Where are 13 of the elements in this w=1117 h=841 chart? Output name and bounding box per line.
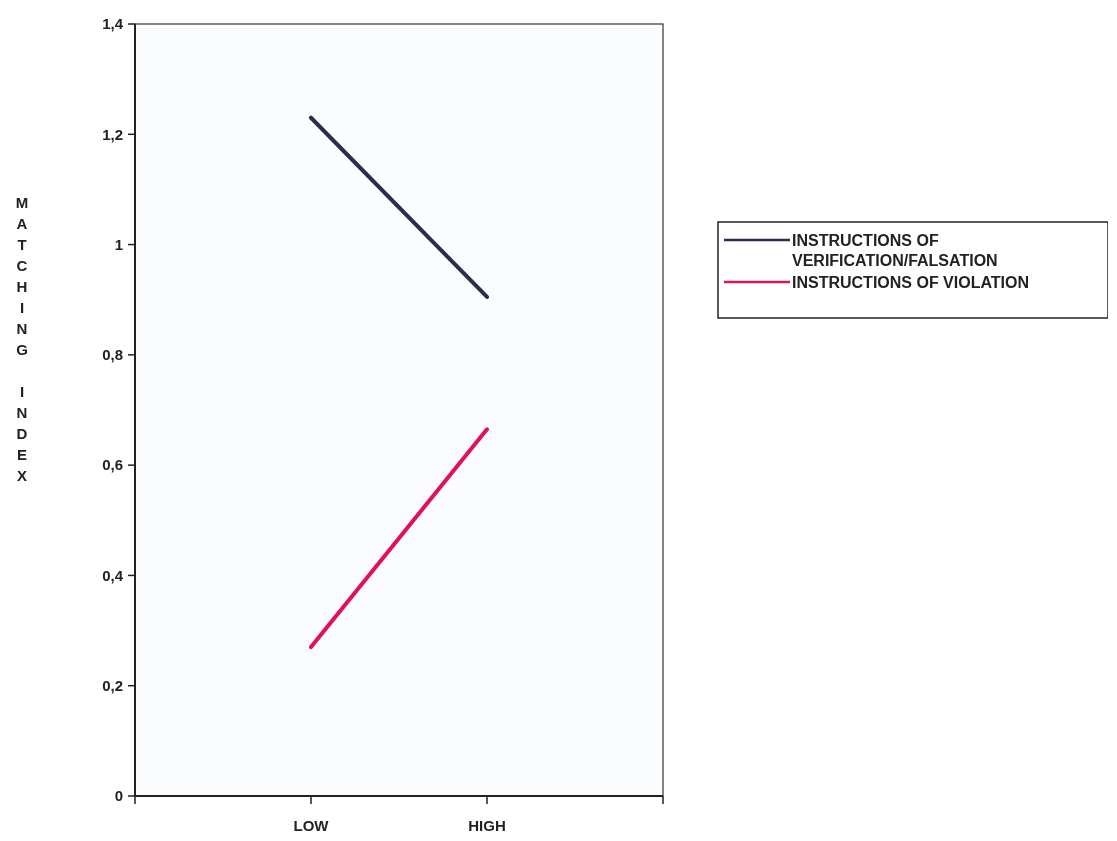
- text: MATCHING INDEX: [15, 194, 29, 484]
- y-tick-label: 0: [114, 787, 123, 805]
- y-tick-label: 0,8: [102, 346, 123, 364]
- x-tick-label: HIGH: [468, 817, 506, 834]
- legend-label: INSTRUCTIONS OF VIOLATION: [792, 273, 1030, 291]
- y-tick-label: 1,4: [102, 15, 124, 33]
- y-tick-label: 1,2: [102, 125, 123, 143]
- y-tick-label: 0,6: [102, 456, 123, 474]
- y-tick-label: 0,4: [102, 566, 124, 584]
- x-tick-label: LOW: [293, 817, 330, 834]
- y-tick-label: 1: [114, 235, 123, 253]
- y-tick-label: 0,2: [102, 676, 123, 694]
- legend-label: INSTRUCTIONS OF VERIFICATION/FALSATION: [792, 231, 998, 269]
